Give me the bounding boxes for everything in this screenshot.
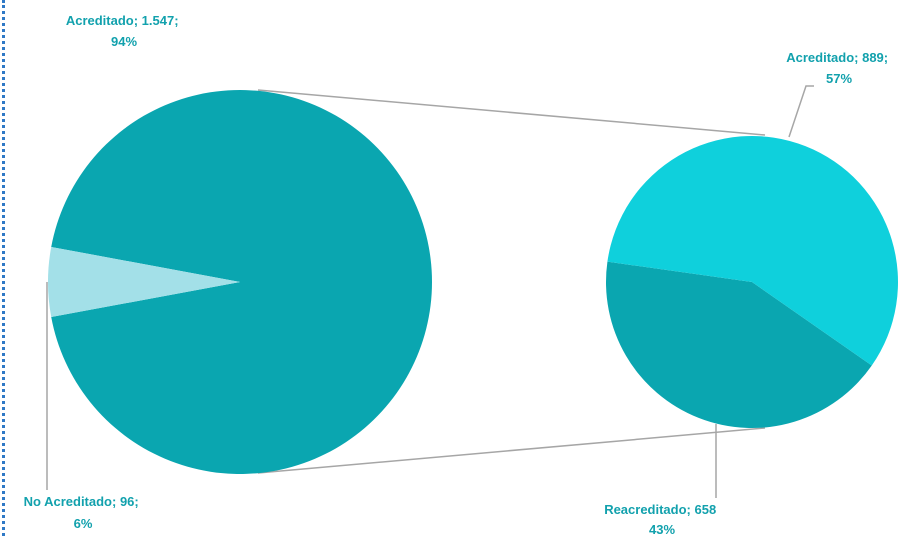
- connector-lines: [257, 89, 766, 474]
- slice-acreditado-secondary: [607, 136, 898, 366]
- slice-acreditado-main: [51, 90, 433, 474]
- connector-line-top: [257, 89, 766, 136]
- data-label-no-acreditado: No Acreditado; 96; 6%: [24, 494, 143, 531]
- data-label-acreditado-secondary: Acreditado; 889; 57%: [786, 50, 892, 86]
- connector-line-bottom: [257, 427, 766, 474]
- dashed-border-edge: [2, 0, 5, 536]
- slice-no-acreditado: [47, 246, 240, 318]
- secondary-pie: [606, 136, 898, 429]
- slice-reacreditado: [606, 261, 872, 429]
- leader-lines: [46, 85, 814, 498]
- data-label-reacreditado: Reacreditado; 658 43%: [604, 502, 720, 536]
- primary-pie: [47, 90, 433, 474]
- data-label-acreditado-main: Acreditado; 1.547; 94%: [66, 13, 182, 49]
- leader-line-acreditado-secondary: [788, 85, 814, 138]
